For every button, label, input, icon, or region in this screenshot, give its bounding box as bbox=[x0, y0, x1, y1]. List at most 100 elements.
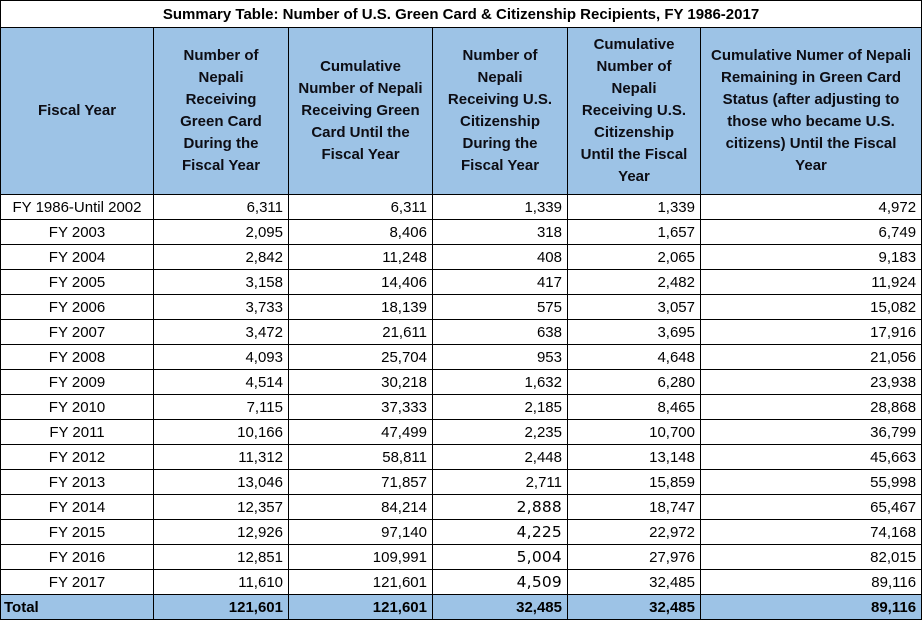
total-greencard-cumulative: 121,601 bbox=[288, 594, 433, 620]
cell-value: 5,004 bbox=[432, 544, 568, 570]
total-greencard-during-year: 121,601 bbox=[153, 594, 289, 620]
cell-value: 3,733 bbox=[153, 294, 289, 320]
cell-value: 89,116 bbox=[699, 569, 922, 595]
cell-value: 15,082 bbox=[699, 294, 922, 320]
cell-value: 109,991 bbox=[288, 544, 433, 570]
cell-value: 6,311 bbox=[153, 194, 289, 220]
cell-fiscal-year: FY 2006 bbox=[0, 294, 154, 320]
cell-value: 4,093 bbox=[153, 344, 289, 370]
cell-value: 11,312 bbox=[153, 444, 289, 470]
cell-value: 2,185 bbox=[432, 394, 568, 420]
cell-value: 15,859 bbox=[567, 469, 701, 495]
cell-value: 2,888 bbox=[432, 494, 568, 520]
cell-value: 3,158 bbox=[153, 269, 289, 295]
table-row: FY 2017 11,610 121,601 4,509 32,485 89,116 bbox=[0, 569, 922, 595]
cell-fiscal-year: FY 2012 bbox=[0, 444, 154, 470]
cell-value: 6,311 bbox=[288, 194, 433, 220]
total-citizenship-during-year: 32,485 bbox=[432, 594, 568, 620]
cell-value: 12,926 bbox=[153, 519, 289, 545]
cell-value: 3,695 bbox=[567, 319, 701, 345]
cell-value: 13,148 bbox=[567, 444, 701, 470]
cell-value: 97,140 bbox=[288, 519, 433, 545]
cell-value: 4,514 bbox=[153, 369, 289, 395]
table-row: FY 2008 4,093 25,704 953 4,648 21,056 bbox=[0, 344, 922, 370]
cell-value: 1,657 bbox=[567, 219, 701, 245]
cell-value: 2,842 bbox=[153, 244, 289, 270]
cell-value: 21,611 bbox=[288, 319, 433, 345]
cell-value: 417 bbox=[432, 269, 568, 295]
cell-value: 47,499 bbox=[288, 419, 433, 445]
table-row: FY 1986-Until 2002 6,311 6,311 1,339 1,339 4,… bbox=[0, 194, 922, 220]
cell-fiscal-year: FY 2010 bbox=[0, 394, 154, 420]
cell-fiscal-year: FY 2011 bbox=[0, 419, 154, 445]
cell-value: 953 bbox=[432, 344, 568, 370]
cell-fiscal-year: FY 2007 bbox=[0, 319, 154, 345]
table-row: FY 2005 3,158 14,406 417 2,482 11,924 bbox=[0, 269, 922, 295]
cell-fiscal-year: FY 2016 bbox=[0, 544, 154, 570]
cell-value: 2,065 bbox=[567, 244, 701, 270]
cell-value: 65,467 bbox=[699, 494, 922, 520]
table-row: FY 2010 7,115 37,333 2,185 8,465 28,868 bbox=[0, 394, 922, 420]
cell-value: 45,663 bbox=[699, 444, 922, 470]
cell-value: 18,139 bbox=[288, 294, 433, 320]
cell-value: 11,924 bbox=[699, 269, 922, 295]
cell-value: 21,056 bbox=[699, 344, 922, 370]
cell-value: 82,015 bbox=[699, 544, 922, 570]
cell-value: 4,972 bbox=[699, 194, 922, 220]
table-total-row: Total 121,601 121,601 32,485 32,485 89,1… bbox=[0, 594, 922, 620]
table-row: FY 2003 2,095 8,406 318 1,657 6,749 bbox=[0, 219, 922, 245]
cell-value: 2,448 bbox=[432, 444, 568, 470]
header-citizenship-during-year: Number of Nepali Receiving U.S. Citizens… bbox=[432, 27, 568, 195]
cell-value: 2,482 bbox=[567, 269, 701, 295]
header-remaining-greencard-status: Cumulative Numer of Nepali Remaining in … bbox=[699, 27, 922, 195]
header-greencard-during-year: Number of Nepali Receiving Green Card Du… bbox=[153, 27, 289, 195]
table-row: FY 2014 12,357 84,214 2,888 18,747 65,467 bbox=[0, 494, 922, 520]
cell-value: 4,225 bbox=[432, 519, 568, 545]
cell-value: 71,857 bbox=[288, 469, 433, 495]
header-fiscal-year: Fiscal Year bbox=[0, 27, 154, 195]
cell-value: 32,485 bbox=[567, 569, 701, 595]
cell-value: 3,057 bbox=[567, 294, 701, 320]
cell-value: 74,168 bbox=[699, 519, 922, 545]
cell-value: 10,166 bbox=[153, 419, 289, 445]
cell-value: 25,704 bbox=[288, 344, 433, 370]
cell-value: 14,406 bbox=[288, 269, 433, 295]
cell-value: 10,700 bbox=[567, 419, 701, 445]
cell-value: 575 bbox=[432, 294, 568, 320]
cell-fiscal-year: FY 2003 bbox=[0, 219, 154, 245]
total-citizenship-cumulative: 32,485 bbox=[567, 594, 701, 620]
table-row: FY 2016 12,851 109,991 5,004 27,976 82,015 bbox=[0, 544, 922, 570]
cell-fiscal-year: FY 2008 bbox=[0, 344, 154, 370]
cell-value: 22,972 bbox=[567, 519, 701, 545]
cell-value: 121,601 bbox=[288, 569, 433, 595]
cell-value: 12,851 bbox=[153, 544, 289, 570]
cell-value: 2,711 bbox=[432, 469, 568, 495]
header-citizenship-cumulative: Cumulative Number of Nepali Receiving U.… bbox=[567, 27, 701, 195]
cell-value: 408 bbox=[432, 244, 568, 270]
cell-value: 638 bbox=[432, 319, 568, 345]
cell-value: 13,046 bbox=[153, 469, 289, 495]
cell-value: 1,339 bbox=[432, 194, 568, 220]
table-title: Summary Table: Number of U.S. Green Card… bbox=[0, 0, 922, 28]
table-row: FY 2007 3,472 21,611 638 3,695 17,916 bbox=[0, 319, 922, 345]
cell-value: 4,648 bbox=[567, 344, 701, 370]
cell-fiscal-year: FY 2009 bbox=[0, 369, 154, 395]
cell-value: 84,214 bbox=[288, 494, 433, 520]
table-row: FY 2011 10,166 47,499 2,235 10,700 36,799 bbox=[0, 419, 922, 445]
cell-fiscal-year: FY 2014 bbox=[0, 494, 154, 520]
cell-fiscal-year: FY 2005 bbox=[0, 269, 154, 295]
table-row: FY 2015 12,926 97,140 4,225 22,972 74,168 bbox=[0, 519, 922, 545]
cell-fiscal-year: FY 2004 bbox=[0, 244, 154, 270]
cell-value: 27,976 bbox=[567, 544, 701, 570]
cell-value: 4,509 bbox=[432, 569, 568, 595]
cell-value: 2,095 bbox=[153, 219, 289, 245]
table-title-row: Summary Table: Number of U.S. Green Card… bbox=[0, 0, 922, 28]
table-row: FY 2006 3,733 18,139 575 3,057 15,082 bbox=[0, 294, 922, 320]
table-row: FY 2009 4,514 30,218 1,632 6,280 23,938 bbox=[0, 369, 922, 395]
total-label: Total bbox=[0, 594, 154, 620]
table-row: FY 2004 2,842 11,248 408 2,065 9,183 bbox=[0, 244, 922, 270]
cell-value: 6,749 bbox=[699, 219, 922, 245]
table-body: FY 1986-Until 2002 6,311 6,311 1,339 1,339 4,… bbox=[0, 194, 922, 595]
